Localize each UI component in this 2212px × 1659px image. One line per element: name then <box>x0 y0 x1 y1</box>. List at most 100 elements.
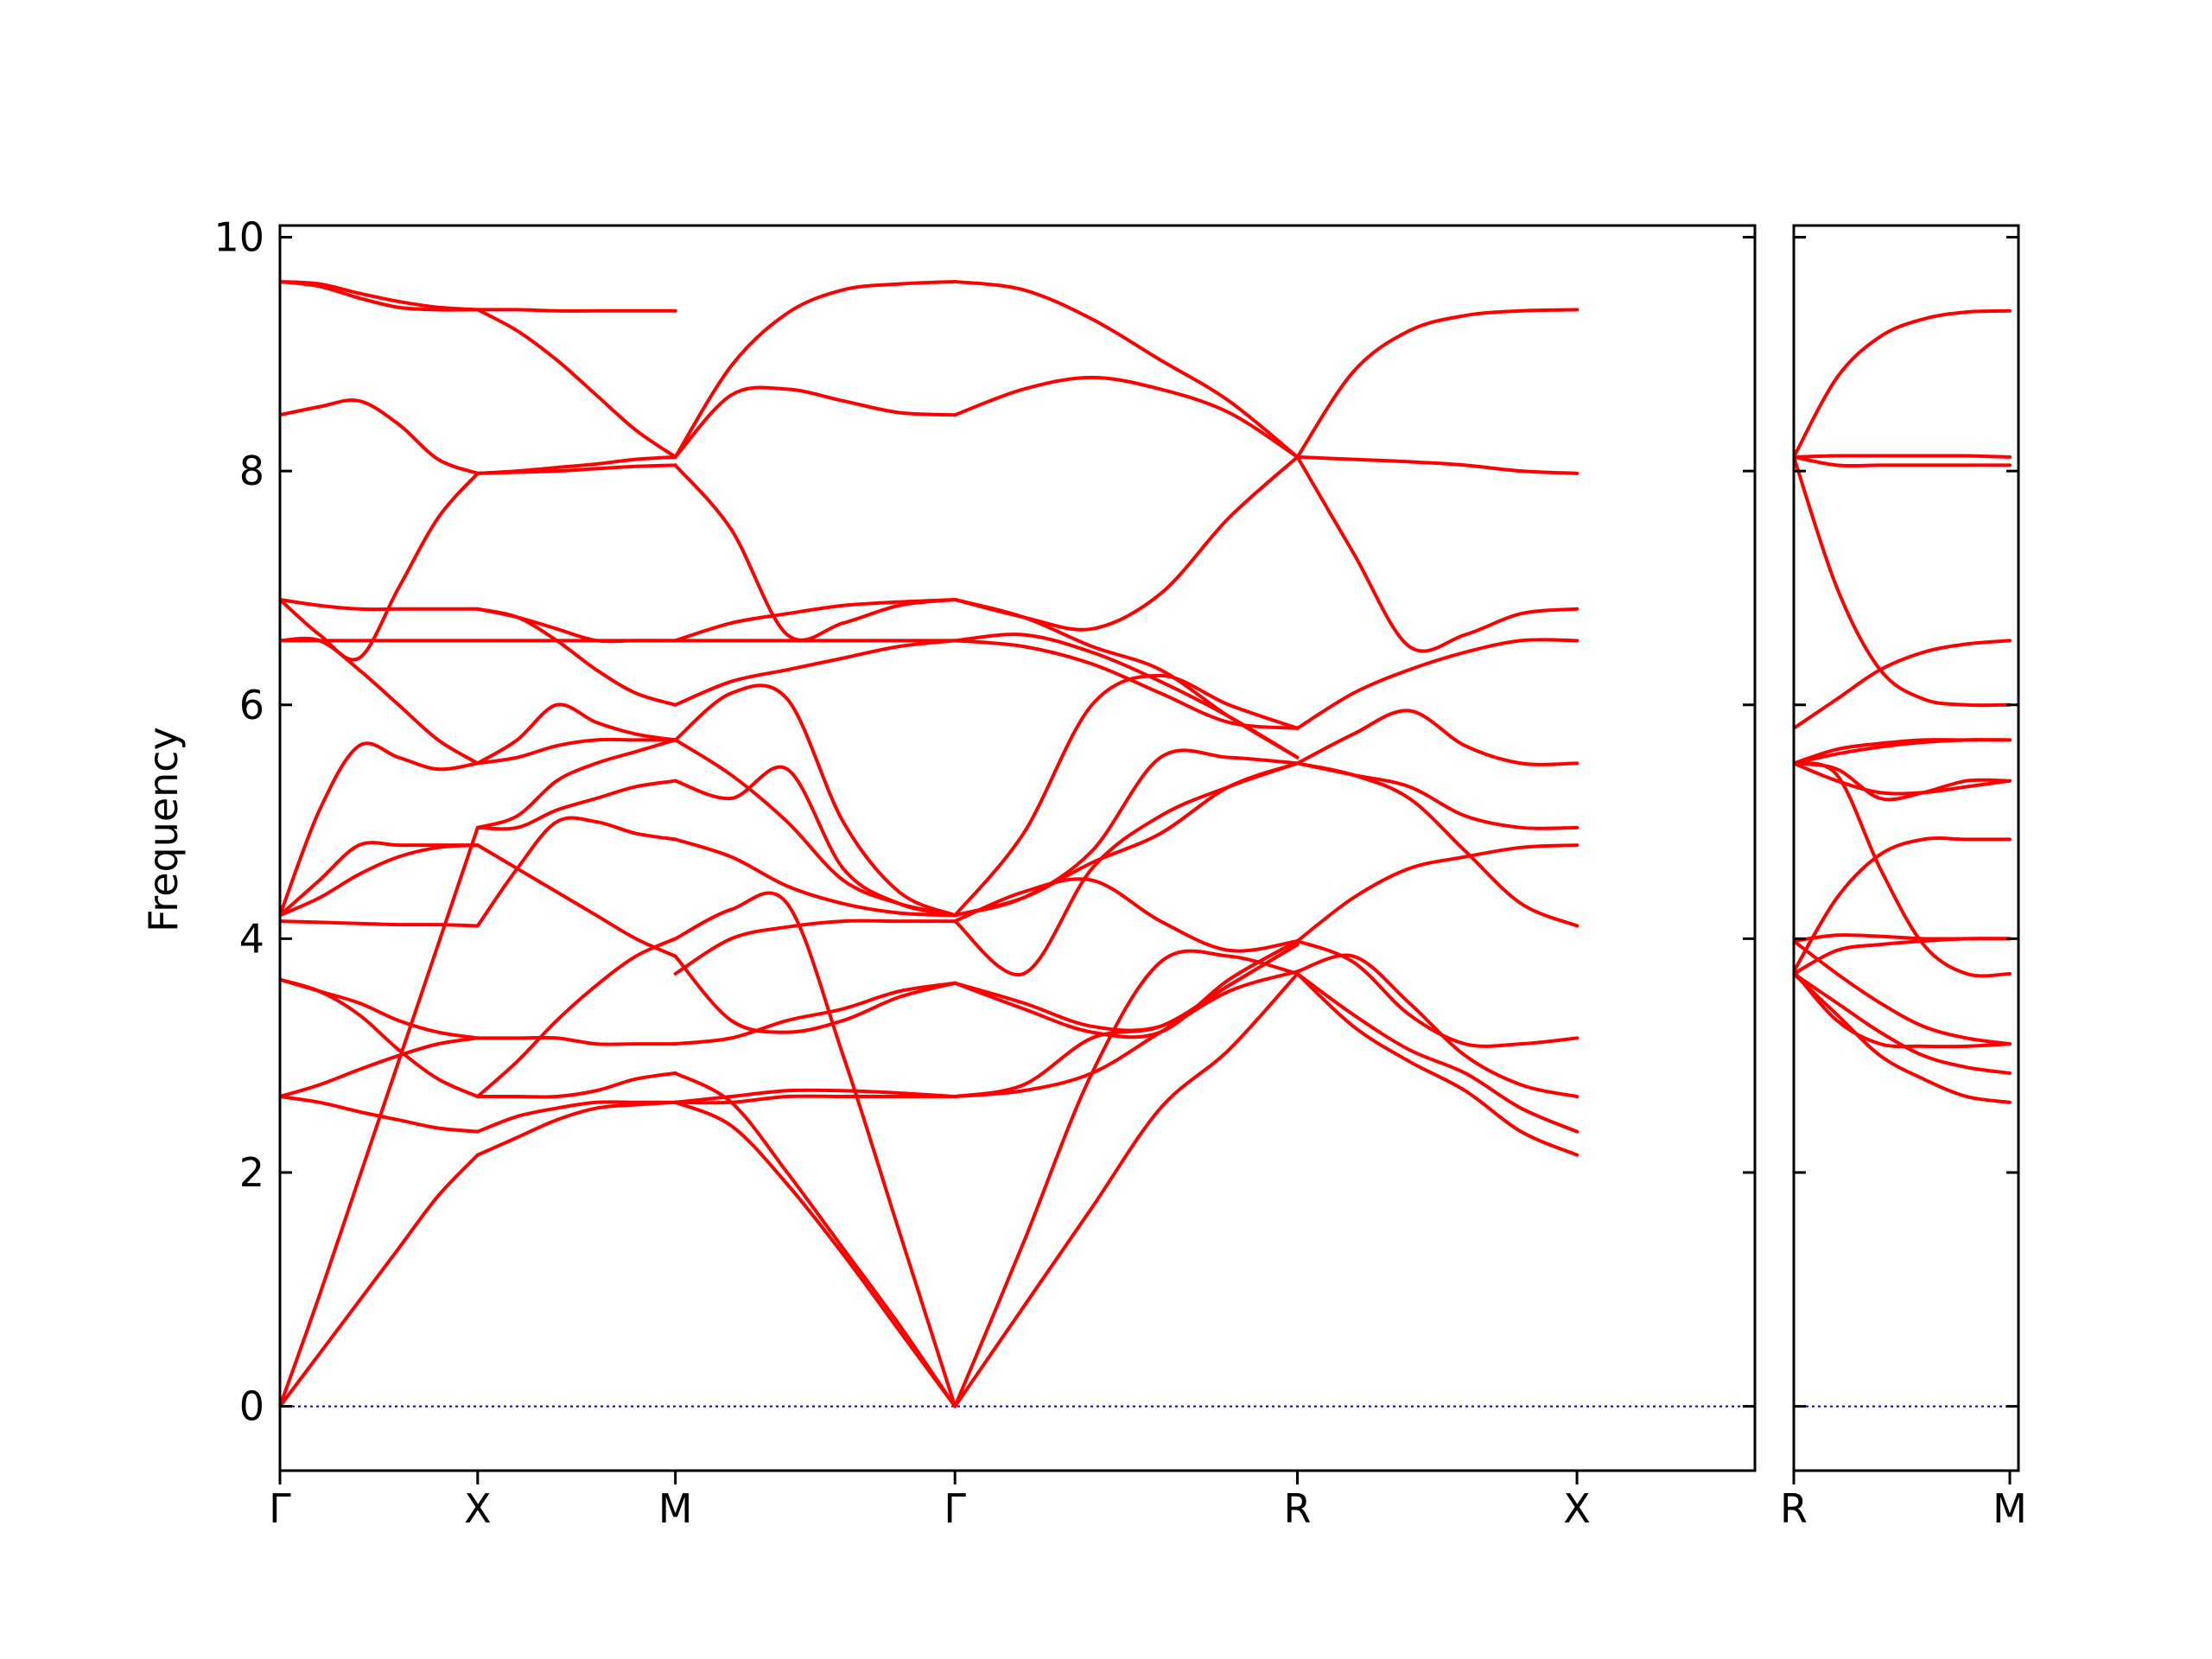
band-line-seg2-16 <box>475 463 677 475</box>
band-line-seg1-17 <box>280 279 480 312</box>
band-line-seg1-3 <box>280 1095 480 1134</box>
band-line-seg4-3 <box>953 969 1300 1099</box>
x-tick-label: Γ <box>944 1485 966 1532</box>
band-line-seg5-4 <box>1295 939 1580 1048</box>
band-line-seg3-8 <box>673 918 957 976</box>
band-line-seg3-1 <box>673 1100 957 1408</box>
band-line-seg3-9 <box>673 837 957 918</box>
band-line-seg1-9 <box>1794 761 2012 796</box>
band-line-seg1-14 <box>280 471 480 662</box>
x-tick-label: R <box>1284 1485 1312 1532</box>
band-line-seg1-1 <box>280 1153 480 1408</box>
x-tick-label: M <box>1993 1485 2027 1532</box>
band-line-seg4-16 <box>953 375 1300 459</box>
y-tick-label: 10 <box>213 214 264 261</box>
band-line-seg1-15 <box>1794 454 2012 468</box>
band-line-seg3-11 <box>673 683 957 918</box>
band-line-seg4-12 <box>953 639 1300 730</box>
band-line-seg1-15 <box>280 398 480 475</box>
band-line-seg1-16 <box>280 279 480 312</box>
band-line-seg1-12 <box>1794 738 2012 766</box>
band-line-seg2-6 <box>475 843 677 958</box>
band-line-seg3-3 <box>673 1094 957 1105</box>
band-line-seg4-15 <box>953 454 1300 632</box>
band-line-seg2-3 <box>475 1071 677 1099</box>
band-line-seg3-5 <box>673 981 957 1046</box>
band-line-seg5-5 <box>1295 843 1580 944</box>
band-line-seg4-1 <box>953 971 1300 1408</box>
band-line-seg5-9 <box>1295 638 1580 730</box>
band-line-seg1-9 <box>280 841 480 918</box>
band-line-seg1-8 <box>280 843 480 918</box>
band-line-seg4-17 <box>953 279 1300 459</box>
band-line-seg1-13 <box>1794 639 2012 730</box>
x-tick-label: X <box>1563 1485 1591 1532</box>
y-tick-label: 2 <box>239 1149 264 1196</box>
band-line-seg3-17 <box>673 385 957 459</box>
band-line-seg5-2 <box>1295 971 1580 1134</box>
band-line-seg5-7 <box>1295 761 1580 830</box>
panel-frame <box>278 224 1757 1472</box>
x-tick-label: M <box>658 1485 693 1532</box>
band-line-seg2-14 <box>475 607 677 644</box>
band-line-seg1-2 <box>280 825 480 1408</box>
band-line-seg2-5 <box>475 1035 677 1046</box>
x-tick-label: Γ <box>269 1485 291 1532</box>
band-line-seg1-17 <box>1794 308 2012 459</box>
band-line-seg1-14 <box>1794 454 2012 708</box>
y-tick-label: 4 <box>239 915 264 962</box>
band-line-seg5-10 <box>1295 454 1580 653</box>
band-line-seg2-2 <box>475 1100 677 1134</box>
band-line-seg2-4 <box>475 937 677 1099</box>
band-line-seg2-8 <box>475 779 677 831</box>
band-line-seg1-7 <box>1794 836 2012 974</box>
band-line-seg3-16 <box>673 463 957 642</box>
band-line-seg1-13 <box>280 597 480 612</box>
band-line-seg4-5 <box>953 943 1300 1033</box>
band-line-seg3-4 <box>673 1088 957 1104</box>
panel-frame <box>1792 224 2020 1472</box>
band-line-seg5-12 <box>1295 308 1580 459</box>
band-line-seg1-10 <box>280 741 480 918</box>
band-line-seg2-18 <box>475 308 677 313</box>
band-line-seg2-7 <box>475 816 677 928</box>
band-line-seg3-15 <box>673 597 957 643</box>
band-line-seg3-13 <box>673 639 957 707</box>
band-line-seg3-7 <box>673 891 957 1408</box>
band-line-seg4-8 <box>953 877 1300 953</box>
band-line-seg3-12 <box>673 738 957 918</box>
band-line-seg4-11 <box>953 748 1300 918</box>
band-line-seg2-11 <box>475 702 677 766</box>
band-line-seg2-9 <box>475 738 677 830</box>
band-line-seg1-4 <box>1794 939 2012 1046</box>
y-tick-label: 8 <box>239 448 264 494</box>
band-group <box>280 279 1580 1408</box>
band-line-seg2-1 <box>475 1100 677 1157</box>
band-line-seg1-8 <box>1794 761 2012 978</box>
band-line-seg1-6 <box>280 977 480 1040</box>
band-line-seg5-11 <box>1295 454 1580 475</box>
band-line-seg4-2 <box>953 949 1300 1408</box>
panel-1: Γ X M Γ R X 0 2 4 6 8 10 <box>213 214 1757 1532</box>
band-line-seg4-10 <box>953 673 1300 918</box>
band-line-seg5-3 <box>1295 953 1580 1099</box>
band-line-seg1-4 <box>280 1036 480 1099</box>
y-tick-label: 6 <box>239 682 264 728</box>
band-line-seg1-1 <box>1794 971 2012 1104</box>
band-line-seg1-6 <box>1794 937 2012 976</box>
band-group <box>1794 308 2012 1104</box>
band-line-seg1-3 <box>1794 969 2012 1049</box>
band-line-seg2-17 <box>475 308 677 459</box>
band-line-seg2-10 <box>475 737 677 766</box>
band-line-seg1-10 <box>1794 761 2012 802</box>
band-line-seg3-6 <box>673 954 957 1034</box>
band-line-seg5-8 <box>1295 709 1580 766</box>
band-line-seg5-1 <box>1295 971 1580 1157</box>
band-line-seg1-16 <box>1794 454 2012 459</box>
band-line-seg4-6 <box>953 939 1300 1039</box>
x-tick-label: X <box>464 1485 492 1532</box>
